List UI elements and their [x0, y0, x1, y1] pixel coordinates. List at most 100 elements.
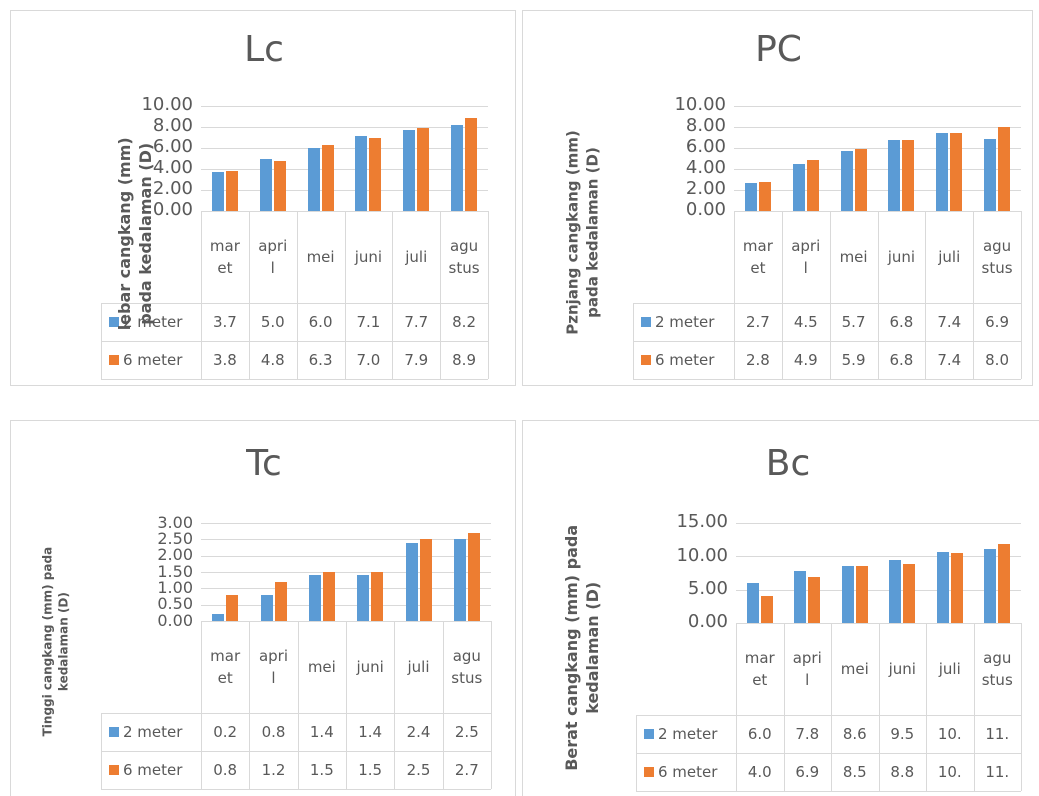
table-line: [201, 211, 202, 379]
bar: [357, 575, 370, 621]
table-line: [633, 341, 1021, 342]
bar: [453, 539, 466, 621]
legend-entry: 2 meter: [101, 713, 201, 751]
table-value: 7.9: [404, 351, 429, 369]
table-value: 6.9: [985, 313, 1009, 331]
category-label: mei: [839, 248, 868, 266]
bar: [984, 138, 997, 211]
y-tick-label: 2.00: [685, 178, 726, 200]
y-tick-label: 2.50: [157, 528, 193, 548]
table-line: [831, 623, 832, 791]
category-label: agustus: [448, 237, 480, 277]
table-value: 7.4: [937, 351, 962, 369]
table-value: 6.8: [889, 313, 914, 331]
table-line: [877, 211, 879, 379]
bar: [307, 148, 320, 211]
y-tick-label: 5.00: [687, 577, 728, 599]
grid-line: [201, 106, 488, 107]
bar: [808, 577, 821, 623]
category-label: juni: [354, 248, 383, 266]
bar: [746, 583, 759, 623]
table-value: 2.5: [454, 723, 479, 741]
category-label: mei: [306, 248, 335, 266]
table-value: 8.0: [985, 351, 1009, 369]
grid-line: [201, 555, 491, 557]
bar: [403, 130, 416, 211]
category-label: april: [792, 649, 822, 689]
table-value: 5.0: [260, 313, 285, 331]
table-value: 8.5: [842, 763, 867, 781]
y-tick-label: 1.50: [157, 561, 193, 581]
legend-label: 2 meter: [123, 313, 183, 331]
category-label: juni: [888, 660, 916, 678]
table-line: [781, 211, 783, 379]
table-line: [925, 211, 927, 379]
bar: [260, 594, 273, 621]
table-value: 8.8: [890, 763, 915, 781]
table-value: 1.4: [358, 723, 383, 741]
grid-line: [201, 148, 488, 149]
legend-label: 6 meter: [123, 761, 183, 779]
category-label: juli: [938, 660, 961, 678]
bar: [889, 559, 902, 623]
table-value: 1.5: [358, 761, 383, 779]
legend-swatch: [641, 355, 651, 365]
legend-entry: 6 meter: [101, 341, 201, 379]
bar: [308, 575, 321, 621]
y-tick-label: 8.00: [685, 115, 726, 137]
bar: [371, 572, 384, 621]
bar: [855, 566, 868, 623]
bar: [854, 149, 867, 211]
legend-entry: 6 meter: [633, 341, 734, 379]
legend-swatch: [109, 317, 119, 327]
y-tick-label: 6.00: [685, 136, 726, 158]
table-line: [633, 303, 1021, 304]
table-value: 2.8: [745, 351, 770, 369]
bar: [451, 124, 464, 211]
category-label: juni: [356, 658, 384, 676]
y-tick-label: 10.00: [141, 94, 193, 116]
legend-entry: 2 meter: [633, 303, 734, 341]
table-value: 2.5: [406, 761, 431, 779]
table-value: 5.9: [841, 351, 866, 369]
category-label: maret: [742, 237, 773, 277]
bar: [405, 542, 418, 621]
table-line: [1021, 211, 1022, 379]
bar: [355, 136, 368, 211]
bar: [758, 181, 771, 211]
table-value: 1.2: [261, 761, 286, 779]
chart-panel: Tc 0.00 0.50 1.00 1.50 2.00 2.50 3.00 maret april…: [10, 420, 516, 796]
bar: [212, 614, 225, 621]
table-line: [973, 211, 975, 379]
table-line: [442, 621, 444, 789]
bar: [467, 532, 480, 621]
table-value: 8.2: [452, 313, 476, 331]
table-value: 11.: [985, 763, 1010, 781]
bar: [226, 594, 239, 621]
y-axis-title: lebar cangkang (mm) pada kedalaman (D): [115, 136, 155, 330]
table-line: [1021, 623, 1022, 791]
y-tick-label: 6.00: [152, 136, 193, 158]
grid-line: [201, 190, 488, 191]
bar: [744, 182, 757, 211]
y-tick-label: 0.00: [152, 199, 193, 221]
grid-line: [734, 148, 1021, 149]
table-value: 7.7: [404, 313, 429, 331]
table-value: 11.: [985, 725, 1010, 743]
table-line: [344, 211, 346, 379]
bar: [369, 137, 382, 211]
table-value: 7.8: [795, 725, 820, 743]
legend-label: 6 meter: [123, 351, 183, 369]
category-label: agustus: [451, 647, 483, 687]
y-tick-label: 4.00: [152, 157, 193, 179]
y-axis-title: Pznjang cangkang (mm) pada kedalaman (D): [563, 129, 602, 335]
grid-line: [734, 190, 1021, 191]
table-value: 6.8: [889, 351, 914, 369]
category-label: maret: [210, 647, 241, 687]
table-line: [926, 623, 927, 791]
table-value: 4.9: [793, 351, 818, 369]
bar: [806, 159, 819, 211]
table-value: 3.7: [212, 313, 237, 331]
table-value: 8.9: [452, 351, 476, 369]
